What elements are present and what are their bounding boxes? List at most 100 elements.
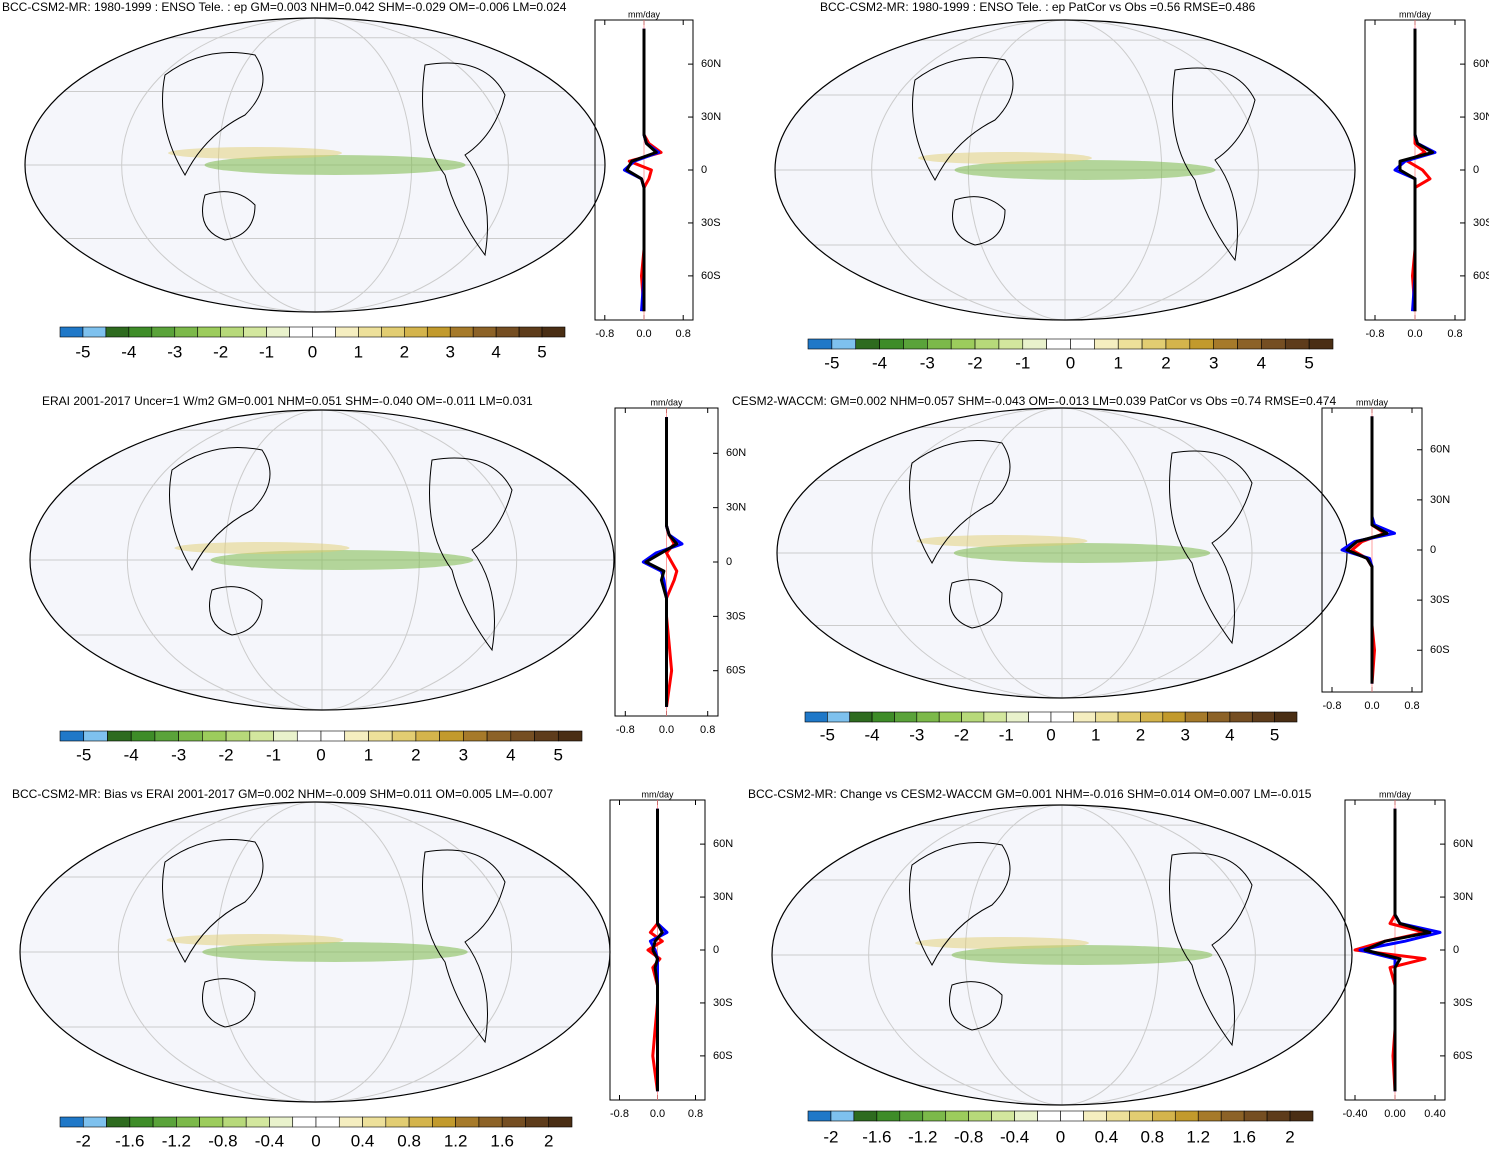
colorbar-label: 0 — [1046, 725, 1055, 744]
colorbar-swatch — [249, 730, 274, 742]
colorbar-swatch — [129, 1116, 154, 1128]
continent — [202, 191, 256, 241]
colorbar-label: 2 — [1285, 1127, 1294, 1146]
colorbar-label: 1 — [1091, 725, 1100, 744]
colorbar-label: 0 — [316, 745, 325, 764]
colorbar-swatch — [154, 730, 179, 742]
continent — [949, 981, 1003, 1031]
colorbar-swatch — [1005, 711, 1029, 723]
colorbar-label: 1 — [354, 342, 363, 361]
colorbar-swatch — [1070, 338, 1095, 350]
colorbar-swatch — [1094, 338, 1119, 350]
zonal-line — [1358, 808, 1442, 1092]
zonal-line — [1363, 808, 1432, 1092]
colorbar-swatch — [916, 711, 940, 723]
colorbar-label: -4 — [865, 725, 880, 744]
unit-label: mm/day — [641, 789, 674, 799]
colorbar-label: 0.8 — [1140, 1127, 1164, 1146]
colorbar-swatch — [548, 1116, 573, 1128]
colorbar-label: -1 — [999, 725, 1014, 744]
colorbar-label: 3 — [459, 745, 468, 764]
colorbar-swatch — [151, 326, 176, 338]
panel-title: BCC-CSM2-MR: Change vs CESM2-WACCM GM=0.… — [748, 787, 1312, 801]
colorbar-swatch — [827, 711, 851, 723]
precip-band — [916, 535, 1088, 547]
colorbar-swatch — [197, 326, 221, 338]
colorbar-label: -2 — [967, 353, 982, 372]
colorbar-swatch — [432, 1116, 456, 1128]
y-tick-label: 0 — [1430, 544, 1436, 556]
colorbar-swatch — [518, 326, 543, 338]
colorbar-swatch — [927, 338, 952, 350]
colorbar-label: 4 — [491, 342, 500, 361]
y-tick-label: 30S — [701, 217, 721, 229]
x-tick-label: 0.8 — [1404, 700, 1419, 712]
colorbar-swatch — [478, 1116, 503, 1128]
colorbar-swatch — [855, 338, 880, 350]
map-border — [774, 19, 1356, 321]
colorbar-swatch — [804, 711, 828, 723]
y-tick-label: 60N — [726, 447, 746, 459]
unit-label: mm/day — [628, 9, 661, 19]
colorbar-swatch — [391, 730, 417, 742]
colorbar-swatch — [807, 338, 833, 350]
colorbar-swatch — [950, 338, 976, 350]
x-tick-label: 0.8 — [688, 1108, 703, 1120]
colorbar-swatch — [225, 730, 251, 742]
colorbar-swatch — [1117, 338, 1143, 350]
continent — [949, 579, 1003, 629]
colorbar-swatch — [83, 730, 108, 742]
colorbar-swatch — [1189, 338, 1214, 350]
colorbar-swatch — [243, 326, 267, 338]
continent — [162, 839, 264, 964]
y-tick-label: 30N — [701, 111, 721, 123]
colorbar-swatch — [1140, 711, 1164, 723]
colorbar-label: 0 — [1056, 1127, 1065, 1146]
map-border — [771, 804, 1353, 1106]
colorbar-swatch — [292, 1116, 317, 1128]
x-tick-label: 0.40 — [1424, 1108, 1445, 1120]
colorbar-swatch — [1220, 1110, 1245, 1122]
colorbar-label: -1.6 — [115, 1131, 144, 1150]
colorbar-label: -3 — [920, 353, 935, 372]
colorbar-label: -1.2 — [908, 1127, 937, 1146]
colorbar-label: 0 — [1066, 353, 1075, 372]
colorbar-swatch — [1073, 711, 1097, 723]
colorbar-label: -2 — [823, 1127, 838, 1146]
continent — [202, 978, 256, 1028]
panel: ERAI 2001-2017 Uncer=1 W/m2 GM=0.001 NHM… — [29, 394, 746, 764]
colorbar-swatch — [426, 326, 451, 338]
colorbar-swatch — [830, 1110, 855, 1122]
colorbar-label: 2 — [400, 342, 409, 361]
colorbar-swatch — [1014, 1110, 1038, 1122]
colorbar-label: -3 — [909, 725, 924, 744]
colorbar-swatch — [463, 730, 488, 742]
colorbar-swatch — [894, 711, 918, 723]
colorbar-label: -0.8 — [954, 1127, 983, 1146]
continent — [952, 196, 1006, 246]
colorbar-swatch — [289, 326, 313, 338]
colorbar-label: 5 — [537, 342, 546, 361]
colorbar-swatch — [1141, 338, 1167, 350]
y-tick-label: 60S — [726, 665, 746, 677]
colorbar-swatch — [220, 326, 244, 338]
colorbar-swatch — [312, 326, 336, 338]
panel-title: ERAI 2001-2017 Uncer=1 W/m2 GM=0.001 NHM… — [42, 394, 533, 408]
colorbar-swatch — [415, 730, 440, 742]
colorbar-label: -2 — [954, 725, 969, 744]
unit-label: mm/day — [1379, 789, 1412, 799]
colorbar-swatch — [1037, 1110, 1061, 1122]
y-tick-label: 30N — [1473, 111, 1489, 123]
continent — [429, 457, 513, 652]
continent — [422, 62, 506, 257]
colorbar-swatch — [541, 326, 566, 338]
colorbar-label: -5 — [820, 725, 835, 744]
map-border — [24, 17, 606, 313]
colorbar-label: -3 — [167, 342, 182, 361]
colorbar-swatch — [922, 1110, 947, 1122]
y-tick-label: 0 — [713, 944, 719, 956]
colorbar-swatch — [1261, 338, 1286, 350]
colorbar-swatch — [472, 326, 497, 338]
colorbar-label: -0.8 — [208, 1131, 237, 1150]
colorbar-swatch — [1308, 338, 1334, 350]
